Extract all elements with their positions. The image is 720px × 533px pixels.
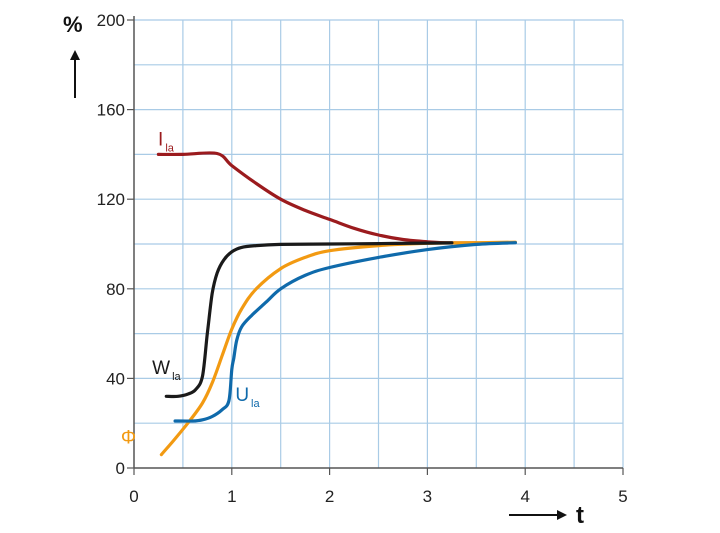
y-tick-label: 160	[97, 101, 125, 120]
y-axis-unit-label: %	[63, 12, 83, 37]
x-axis-label: t	[576, 502, 584, 529]
x-tick-label: 0	[129, 487, 138, 506]
y-tick-label: 80	[106, 280, 125, 299]
x-tick-label: 5	[618, 487, 627, 506]
tick-labels: 0 1 2 3 4 5 0 40 80 120 160 200	[97, 11, 628, 506]
y-tick-label: 200	[97, 11, 125, 30]
series-lines	[156, 151, 517, 457]
x-tick-label: 1	[227, 487, 236, 506]
series-line-ula	[173, 241, 517, 423]
y-tick-label: 0	[116, 459, 125, 478]
x-tick-label: 4	[520, 487, 529, 506]
series-line-ila	[156, 151, 478, 245]
y-tick-label: 120	[97, 190, 125, 209]
axes	[133, 16, 623, 469]
y-tick-label: 40	[106, 369, 125, 388]
series-line-wla	[164, 241, 454, 399]
x-tick-label: 3	[423, 487, 432, 506]
x-tick-label: 2	[325, 487, 334, 506]
series-label-phi: Φ	[121, 427, 136, 448]
